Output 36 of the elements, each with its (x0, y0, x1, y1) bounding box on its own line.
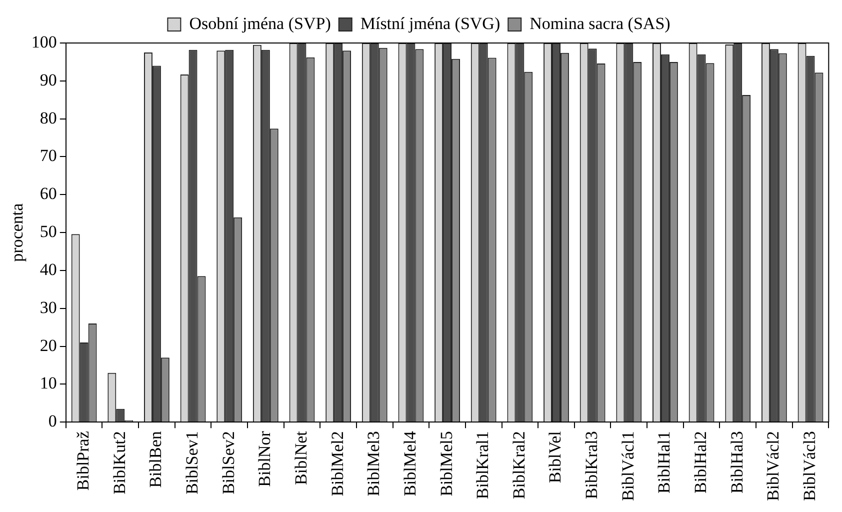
y-tick-label: 100 (31, 32, 57, 52)
x-tick-label: BiblHal3 (727, 431, 746, 494)
y-tick-label: 90 (40, 70, 57, 90)
x-tick-label: BiblVel (546, 430, 565, 484)
x-tick-label: BiblVácl3 (800, 431, 819, 502)
x-tick-label: BiblVácl2 (764, 431, 783, 502)
x-tick-label: BiblSev1 (182, 431, 202, 494)
x-tick-label: BiblPraž (74, 430, 93, 491)
y-tick-label: 70 (40, 146, 57, 166)
x-tick-label: BiblSev2 (218, 431, 238, 494)
x-tick-label: BiblKut2 (110, 431, 129, 494)
x-tick-label: BiblNor (255, 430, 274, 487)
y-tick-label: 40 (40, 260, 57, 279)
x-tick-label: BiblKral1 (473, 431, 492, 500)
legend-label: Místní jména (SVG) (360, 14, 500, 33)
y-tick-label: 20 (40, 336, 57, 355)
x-tick-label: BiblMel2 (328, 431, 347, 496)
x-tick-label: BiblBen (146, 430, 166, 488)
x-tick-label: BiblMel5 (436, 431, 456, 496)
legend-label: Nomina sacra (SAS) (530, 14, 670, 33)
y-tick-label: 30 (40, 298, 57, 317)
x-tick-label: BiblKral2 (509, 431, 528, 500)
x-tick-label: BiblHal1 (654, 431, 674, 494)
x-tick-label: BiblNet (291, 430, 310, 485)
y-tick-label: 60 (40, 184, 57, 204)
y-tick-label: 10 (40, 374, 57, 393)
x-tick-label: BiblVácl1 (618, 431, 638, 502)
y-tick-label: 0 (48, 412, 57, 431)
x-tick-label: BiblMel4 (400, 430, 420, 496)
x-tick-label: BiblHal2 (691, 431, 710, 494)
x-tick-label: BiblMel3 (364, 431, 384, 496)
y-axis-title: procenta (8, 202, 27, 262)
y-tick-label: 50 (40, 222, 57, 242)
y-tick-label: 80 (40, 108, 57, 128)
legend-label: Osobní jména (SVP) (189, 14, 331, 33)
x-tick-label: BiblKral3 (582, 431, 602, 500)
